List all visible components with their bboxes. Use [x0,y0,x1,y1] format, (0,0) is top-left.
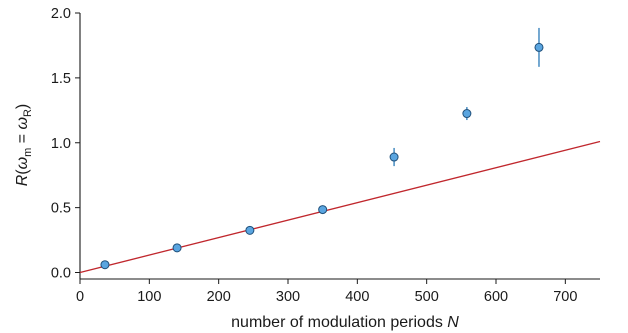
x-tick-label: 400 [345,289,369,305]
x-tick-label: 500 [415,289,439,305]
y-axis-label: R(ωm = ωR) [14,104,34,187]
y-tick-label: 0.5 [51,201,71,217]
data-point [389,152,399,162]
x-tick-label: 600 [484,289,508,305]
x-axis-label: number of modulation periods N [231,314,459,331]
y-tick-label: 0.0 [51,266,71,282]
x-tick-label: 700 [553,289,577,305]
axes [79,13,600,280]
linear-fit-line [79,140,601,274]
y-tick-label: 2.0 [51,6,71,22]
data-point [245,225,255,235]
ticks: 0 100 200 300 400 500 600 700 0.0 0.5 1.0 1.5 2.0 [51,6,578,305]
x-tick-label: 100 [137,289,161,305]
y-tick-label: 1.5 [51,71,71,87]
data-point [100,260,110,270]
y-tick-label: 1.0 [51,136,71,152]
data-points [100,27,544,270]
data-point [462,109,472,119]
x-tick-label: 300 [276,289,300,305]
x-tick-label: 0 [76,289,84,305]
x-tick-label: 200 [207,289,231,305]
data-point [318,205,328,215]
data-point [534,42,544,52]
data-point [172,243,182,253]
fit-line-group [79,140,601,274]
